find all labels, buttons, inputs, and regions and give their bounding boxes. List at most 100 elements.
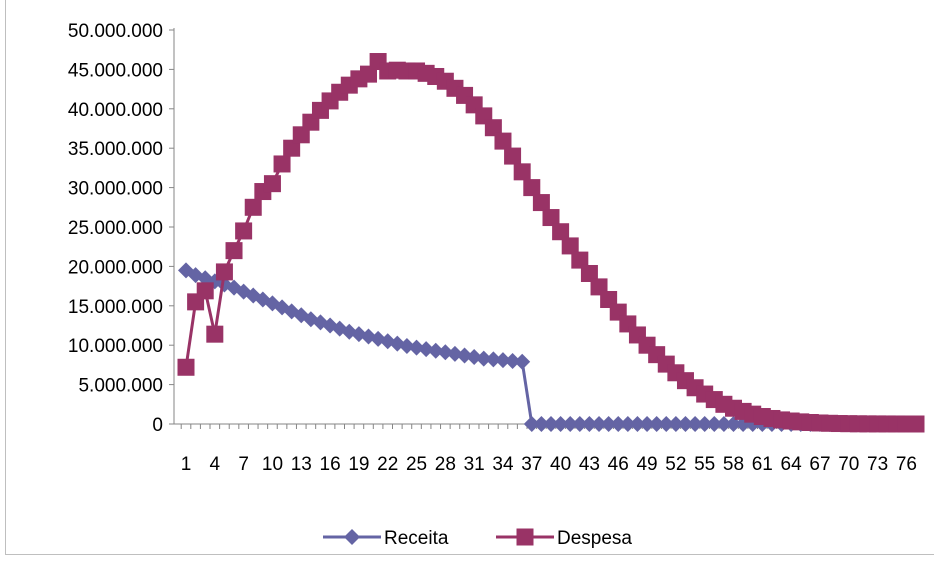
x-tick-label: 10 xyxy=(262,454,283,475)
x-tick-label: 7 xyxy=(238,454,249,475)
series-line-receita xyxy=(185,268,916,426)
y-tick-label: 50.000.000 xyxy=(68,21,163,42)
x-tick-label: 1 xyxy=(181,454,192,475)
data-point-receita xyxy=(446,345,463,362)
data-point-despesa xyxy=(552,223,570,241)
x-tick-label: 19 xyxy=(348,454,369,475)
x-tick-label: 46 xyxy=(608,454,629,475)
x-tick-label: 13 xyxy=(291,454,312,475)
y-tick-label: 30.000.000 xyxy=(68,179,163,200)
legend-marker-receita xyxy=(344,529,360,545)
y-tick-label: 10.000.000 xyxy=(68,336,163,357)
legend-label-despesa: Despesa xyxy=(557,528,632,549)
legend-label-receita: Receita xyxy=(384,528,449,549)
data-point-despesa xyxy=(177,358,195,376)
data-point-despesa xyxy=(542,209,560,227)
data-point-receita xyxy=(514,353,531,370)
data-point-despesa xyxy=(532,194,550,212)
data-point-despesa xyxy=(283,139,301,157)
y-tick-label: 5.000.000 xyxy=(78,376,163,397)
data-point-despesa xyxy=(196,282,214,300)
data-point-despesa xyxy=(225,242,243,260)
x-tick-label: 40 xyxy=(550,454,571,475)
data-point-receita xyxy=(639,416,656,432)
x-tick-label: 52 xyxy=(665,454,686,475)
data-point-receita xyxy=(610,416,627,432)
x-tick-label: 58 xyxy=(723,454,744,475)
data-point-receita xyxy=(552,416,569,432)
data-point-receita xyxy=(466,349,483,366)
data-point-despesa xyxy=(907,415,925,433)
data-point-receita xyxy=(687,416,704,432)
y-tick-label: 15.000.000 xyxy=(68,297,163,318)
x-tick-label: 34 xyxy=(492,454,514,475)
data-point-receita xyxy=(619,416,636,432)
legend-marker-despesa xyxy=(516,528,534,546)
data-point-receita xyxy=(504,352,521,369)
data-point-receita xyxy=(667,416,684,432)
data-point-receita xyxy=(629,416,646,432)
data-point-despesa xyxy=(504,147,522,165)
data-point-despesa xyxy=(571,251,589,269)
x-tick-label: 28 xyxy=(435,454,456,475)
x-tick-label: 70 xyxy=(838,454,859,475)
data-point-receita xyxy=(571,416,588,432)
data-point-despesa xyxy=(484,119,502,137)
data-point-receita xyxy=(562,416,579,432)
x-tick-label: 16 xyxy=(320,454,341,475)
data-point-receita xyxy=(591,416,608,432)
x-tick-label: 73 xyxy=(867,454,888,475)
data-point-despesa xyxy=(206,325,224,343)
y-tick-label: 40.000.000 xyxy=(68,100,163,121)
y-tick-label: 25.000.000 xyxy=(68,218,163,239)
x-tick-label: 76 xyxy=(896,454,917,475)
x-tick-label: 55 xyxy=(694,454,715,475)
data-point-receita xyxy=(600,416,617,432)
y-tick-label: 35.000.000 xyxy=(68,139,163,160)
data-point-despesa xyxy=(273,155,291,173)
data-point-receita xyxy=(715,416,732,432)
chart-area: 0 5.000.000 10.000.000 15.000.000 20.000.000… xyxy=(5,0,934,555)
x-tick-label: 4 xyxy=(210,454,221,475)
data-point-receita xyxy=(427,342,444,359)
data-point-receita xyxy=(408,339,425,356)
data-point-receita xyxy=(437,344,454,361)
x-tick-label: 49 xyxy=(636,454,657,475)
x-tick-label: 67 xyxy=(809,454,830,475)
data-point-receita xyxy=(658,416,675,432)
data-point-despesa xyxy=(494,132,512,150)
data-point-receita xyxy=(475,350,492,367)
x-tick-label: 61 xyxy=(752,454,773,475)
x-tick-label: 64 xyxy=(781,454,803,475)
data-point-receita xyxy=(725,416,742,432)
x-tick-label: 43 xyxy=(579,454,600,475)
x-tick-label: 25 xyxy=(406,454,427,475)
data-point-receita xyxy=(533,416,550,432)
y-tick-label: 45.000.000 xyxy=(68,60,163,81)
data-point-receita xyxy=(581,416,598,432)
data-point-receita xyxy=(523,416,540,432)
data-point-receita xyxy=(706,416,723,432)
data-point-despesa xyxy=(561,237,579,255)
data-point-despesa xyxy=(215,263,233,281)
x-tick-label: 37 xyxy=(521,454,542,475)
y-tick-label: 0 xyxy=(152,415,163,436)
line-chart: 0 5.000.000 10.000.000 15.000.000 20.000.000… xyxy=(68,21,925,549)
data-point-despesa xyxy=(513,163,531,181)
data-point-receita xyxy=(648,416,665,432)
series-line-despesa xyxy=(184,60,916,426)
data-point-receita xyxy=(398,337,415,354)
data-point-despesa xyxy=(523,179,541,197)
data-point-receita xyxy=(696,416,713,432)
data-point-receita xyxy=(418,341,435,358)
data-point-despesa xyxy=(263,175,281,193)
y-tick-label: 20.000.000 xyxy=(68,257,163,278)
data-point-receita xyxy=(543,416,559,432)
data-point-receita xyxy=(456,347,473,364)
data-point-receita xyxy=(485,351,502,368)
x-tick-label: 22 xyxy=(377,454,398,475)
data-point-despesa xyxy=(244,198,262,216)
data-point-despesa xyxy=(235,222,253,240)
data-point-receita xyxy=(677,416,694,432)
data-point-receita xyxy=(494,352,511,369)
